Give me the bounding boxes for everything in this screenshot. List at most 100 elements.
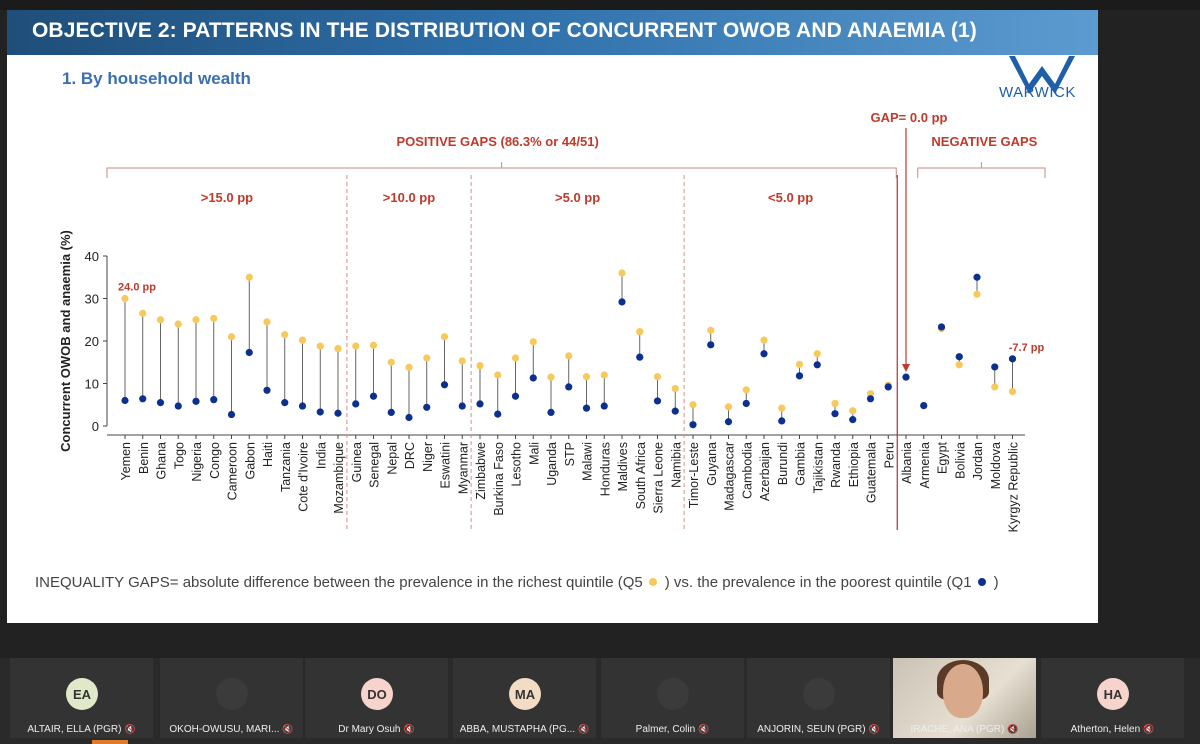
q5-point	[991, 383, 999, 391]
logo-text: WARWICK	[999, 84, 1076, 101]
q5-point	[778, 404, 786, 412]
y-axis-label: Concurrent OWOB and anaemia (%)	[58, 230, 73, 452]
muted-mic-icon: 🔇	[282, 724, 294, 734]
participant-tile[interactable]: HA Atherton, Helen 🔇	[1041, 658, 1184, 738]
participant-name: Palmer, Colin 🔇	[605, 724, 740, 735]
band-label: >5.0 pp	[555, 190, 600, 205]
q1-point	[440, 381, 449, 389]
participant-tile[interactable]: IRACHE, ANA (PGR) 🔇	[893, 658, 1036, 738]
q5-point	[210, 314, 218, 323]
participant-name-text: Palmer, Colin	[635, 724, 696, 735]
participant-tile[interactable]: OKOH-OWUSU, MARI... 🔇	[160, 658, 303, 738]
q1-legend-dot	[977, 578, 986, 586]
q1-point	[511, 392, 520, 400]
q1-point	[227, 410, 236, 419]
y-tick-label: 40	[85, 249, 99, 264]
country-label: Burkina Faso	[492, 442, 506, 516]
q1-point	[174, 402, 182, 410]
q1-point	[139, 395, 147, 403]
q5-point	[600, 371, 608, 379]
q1-point	[937, 323, 946, 331]
muted-mic-icon: 🔇	[578, 724, 590, 734]
participant-tile[interactable]: DO Dr Mary Osuh 🔇	[305, 658, 448, 738]
country-label: STP	[563, 442, 577, 466]
q1-point	[1008, 355, 1017, 363]
q5-point	[440, 333, 449, 341]
q1-point	[582, 404, 591, 412]
footnote-mid: ) vs. the prevalence in the poorest quin…	[664, 574, 972, 591]
participant-name: Atherton, Helen 🔇	[1045, 724, 1180, 735]
participant-avatar	[803, 678, 835, 710]
country-label: Guinea	[350, 442, 364, 482]
q5-point	[369, 341, 378, 349]
q5-point	[813, 350, 821, 358]
country-label: DRC	[403, 442, 417, 469]
q1-point	[724, 418, 733, 426]
participant-tile[interactable]: ANJORIN, SEUN (PGR) 🔇	[747, 658, 890, 738]
q5-point	[316, 342, 324, 350]
negative-gaps-label: NEGATIVE GAPS	[931, 134, 1037, 149]
q5-point	[227, 333, 236, 341]
q5-point	[618, 269, 626, 277]
country-label: Kyrgyz Republic	[1007, 442, 1021, 532]
country-label: Mozambique	[332, 442, 346, 514]
q5-point	[973, 290, 981, 298]
q1-point	[210, 396, 218, 404]
presentation-slide: OBJECTIVE 2: PATTERNS IN THE DISTRIBUTIO…	[7, 10, 1098, 623]
participant-name: OKOH-OWUSU, MARI... 🔇	[164, 724, 299, 735]
participant-avatar: MA	[509, 678, 541, 710]
participant-avatar: HA	[1097, 678, 1129, 710]
slide-subtitle: 1. By household wealth	[62, 69, 251, 88]
warwick-logo-icon	[1009, 56, 1075, 94]
q5-point	[511, 354, 520, 362]
country-label: Tanzania	[279, 442, 293, 492]
country-label: Honduras	[598, 442, 612, 496]
q1-point	[423, 403, 431, 411]
q5-point	[387, 358, 395, 366]
q1-point	[529, 374, 537, 382]
country-label: Lesotho	[510, 442, 524, 487]
country-label: Sierra Leone	[652, 442, 666, 514]
country-label: Timor-Leste	[687, 442, 701, 508]
country-label: Togo	[172, 442, 186, 469]
country-label: Guyana	[705, 442, 719, 486]
country-label: Yemen	[119, 442, 133, 481]
q5-point	[494, 371, 502, 379]
country-label: Jordan	[971, 442, 985, 480]
q5-point	[565, 352, 573, 360]
participant-tile[interactable]: EA ALTAIR, ELLA (PGR) 🔇	[10, 658, 153, 738]
q5-point	[529, 338, 537, 346]
q1-point	[476, 400, 484, 408]
q5-point	[547, 373, 555, 381]
footnote-main: INEQUALITY GAPS= absolute difference bet…	[35, 574, 643, 591]
participant-tile[interactable]: Palmer, Colin 🔇	[601, 658, 744, 738]
country-label: Mali	[527, 442, 541, 465]
q1-point	[813, 361, 821, 369]
q1-point	[742, 399, 750, 408]
q1-point	[973, 273, 981, 281]
country-label: Peru	[882, 442, 896, 468]
negative-gaps-brace	[917, 167, 1046, 178]
participant-avatar: DO	[361, 678, 393, 710]
country-label: Niger	[421, 442, 435, 472]
q1-point	[547, 408, 555, 416]
q1-point	[760, 350, 768, 358]
participant-video-face	[943, 664, 983, 718]
q5-point	[689, 401, 697, 409]
country-label: Benin	[137, 442, 151, 474]
q5-point	[760, 336, 768, 344]
q1-point	[121, 396, 129, 405]
q5-point	[955, 361, 963, 369]
window-top-bar	[0, 0, 1200, 10]
q5-point	[1008, 387, 1017, 396]
participant-avatar	[657, 678, 689, 710]
muted-mic-icon: 🔇	[1143, 724, 1155, 734]
country-label: Uganda	[545, 442, 559, 486]
q1-point	[991, 363, 999, 371]
participant-tile[interactable]: MA ABBA, MUSTAPHA (PG... 🔇	[453, 658, 596, 738]
country-label: Albania	[900, 442, 914, 484]
q1-point	[618, 298, 626, 306]
gap-annotation: 24.0 pp	[118, 282, 156, 294]
q1-point	[458, 402, 466, 410]
participant-name-text: Dr Mary Osuh	[338, 724, 401, 735]
